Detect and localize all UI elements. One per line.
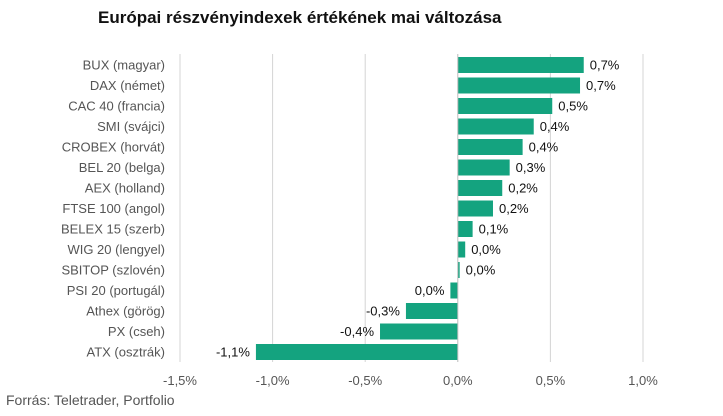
bar	[457, 180, 503, 196]
data-label: 0,3%	[516, 160, 546, 175]
data-label: 0,7%	[586, 78, 616, 93]
category-label: CAC 40 (francia)	[68, 99, 165, 114]
data-label: 0,0%	[471, 242, 501, 257]
data-label: 0,4%	[529, 140, 559, 155]
bar	[457, 57, 584, 73]
data-label: 0,5%	[558, 99, 588, 114]
x-tick-label: 0,0%	[443, 373, 473, 388]
chart-title: Európai részvényindexek értékének mai vá…	[98, 8, 502, 27]
data-label: 0,7%	[590, 58, 620, 73]
data-label: -1,1%	[216, 345, 250, 360]
data-label: -0,4%	[340, 324, 374, 339]
x-tick-label: -0,5%	[348, 373, 382, 388]
data-label: -0,3%	[366, 304, 400, 319]
data-label: 0,2%	[499, 201, 529, 216]
x-tick-label: 1,0%	[628, 373, 658, 388]
category-label: ATX (osztrák)	[87, 345, 166, 360]
category-label: BEL 20 (belga)	[79, 160, 165, 175]
bar	[405, 303, 458, 319]
data-label: 0,2%	[508, 181, 538, 196]
category-label: FTSE 100 (angol)	[62, 201, 165, 216]
x-tick-label: -1,5%	[163, 373, 197, 388]
bar	[457, 221, 473, 237]
source-note: Forrás: Teletrader, Portfolio	[6, 392, 175, 408]
category-label: WIG 20 (lengyel)	[67, 242, 165, 257]
bar	[457, 262, 460, 278]
bar	[255, 344, 458, 360]
x-tick-label: 0,5%	[536, 373, 566, 388]
category-label: SBITOP (szlovén)	[61, 263, 165, 278]
bar	[457, 118, 534, 135]
data-label: 0,4%	[540, 119, 570, 134]
bar	[457, 200, 493, 217]
bar	[457, 139, 523, 155]
data-label: 0,0%	[415, 283, 445, 298]
bar	[450, 282, 458, 299]
bar	[457, 77, 581, 94]
category-label: CROBEX (horvát)	[62, 140, 165, 155]
category-label: SMI (svájci)	[97, 119, 165, 134]
category-label: AEX (holland)	[85, 181, 165, 196]
category-label: DAX (német)	[90, 78, 165, 93]
category-label: BUX (magyar)	[83, 58, 165, 73]
category-label: Athex (görög)	[86, 304, 165, 319]
data-label: 0,1%	[479, 222, 509, 237]
category-label: PSI 20 (portugál)	[67, 283, 165, 298]
bar	[457, 98, 553, 114]
bar	[457, 241, 466, 258]
bar	[380, 323, 458, 340]
x-tick-label: -1,0%	[256, 373, 290, 388]
bar	[457, 159, 510, 176]
category-label: PX (cseh)	[108, 324, 165, 339]
category-label: BELEX 15 (szerb)	[61, 222, 165, 237]
data-label: 0,0%	[466, 263, 496, 278]
